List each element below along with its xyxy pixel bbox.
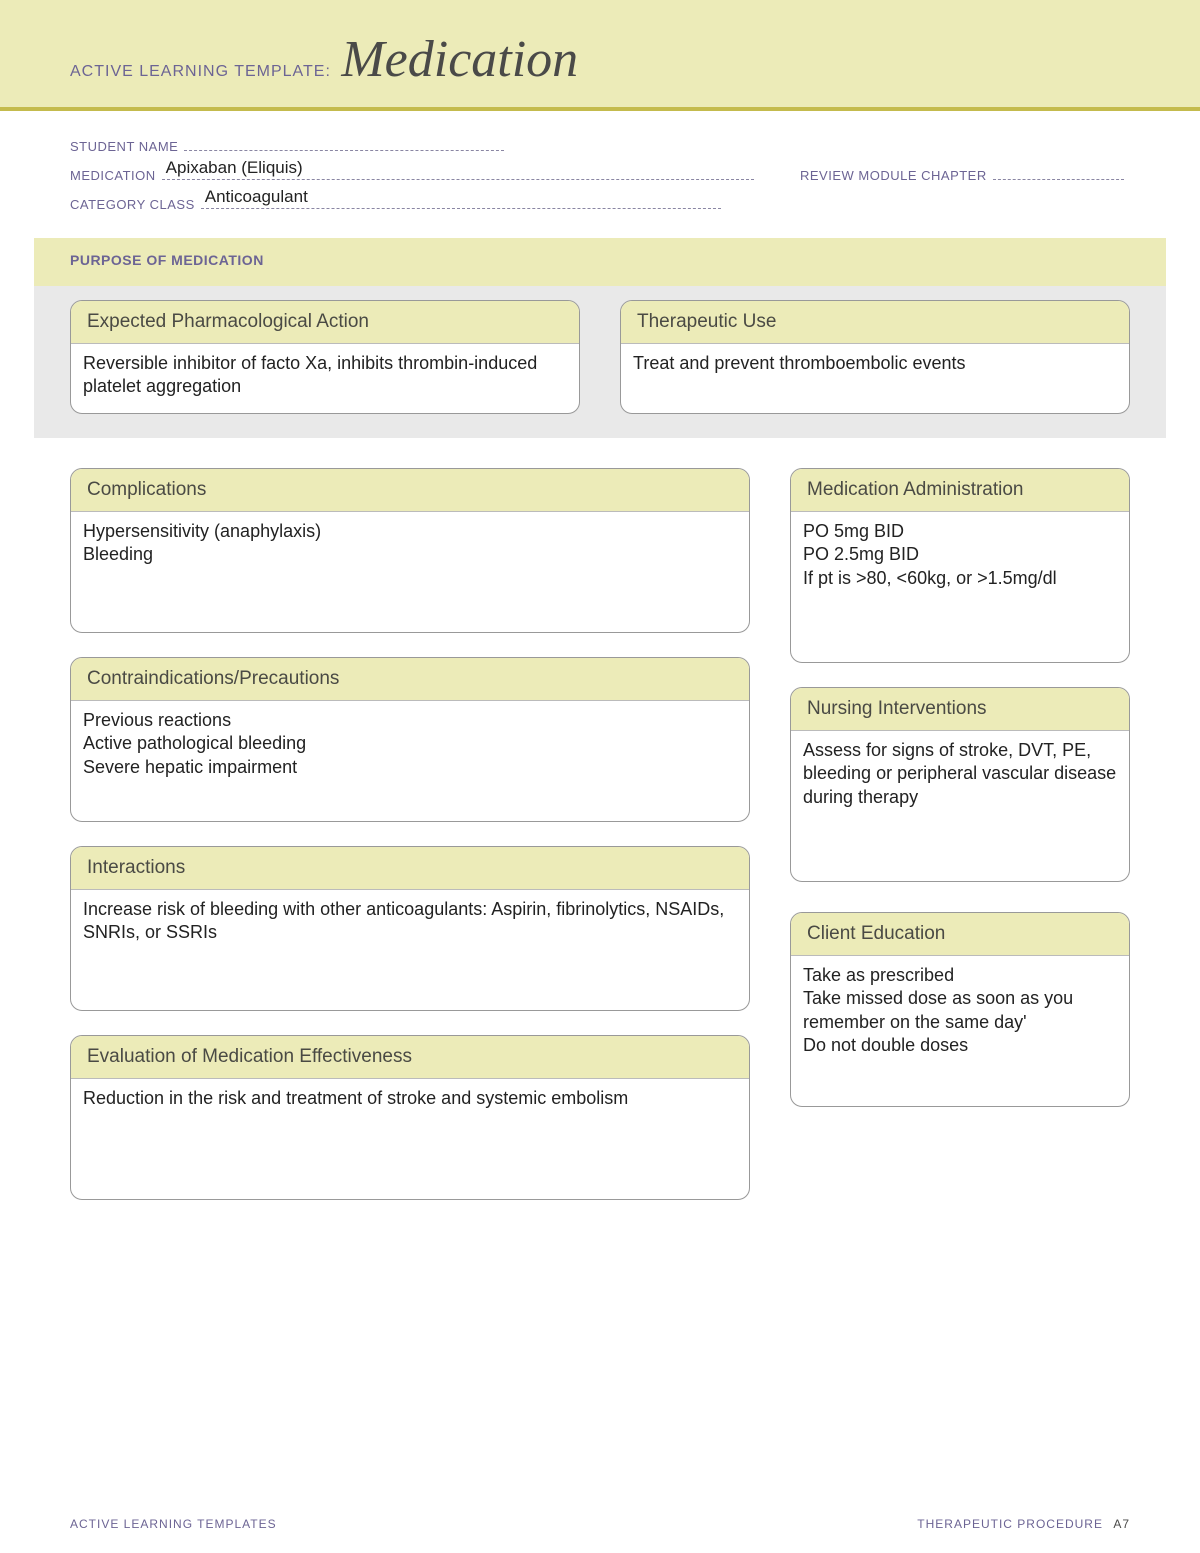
header-band: ACTIVE LEARNING TEMPLATE: Medication [0,0,1200,111]
card-pharm-action: Expected Pharmacological Action Reversib… [70,300,580,414]
medication-line[interactable]: Apixaban (Eliquis) [162,162,754,180]
card-evaluation-body: Reduction in the risk and treatment of s… [71,1079,749,1199]
footer: ACTIVE LEARNING TEMPLATES THERAPEUTIC PR… [70,1517,1130,1531]
card-complications: Complications Hypersensitivity (anaphyla… [70,468,750,633]
column-left: Complications Hypersensitivity (anaphyla… [70,468,750,1224]
main-grid: Complications Hypersensitivity (anaphyla… [0,438,1200,1224]
card-nursing-title: Nursing Interventions [791,688,1129,731]
card-contraindications: Contraindications/Precautions Previous r… [70,657,750,822]
review-label: REVIEW MODULE CHAPTER [800,168,987,183]
meta-block: STUDENT NAME MEDICATION Apixaban (Eliqui… [0,111,1200,238]
header-kicker: ACTIVE LEARNING TEMPLATE: [70,63,331,81]
footer-page: A7 [1113,1517,1130,1531]
card-administration-body: PO 5mg BIDPO 2.5mg BIDIf pt is >80, <60k… [791,512,1129,662]
card-administration: Medication Administration PO 5mg BIDPO 2… [790,468,1130,663]
card-contraindications-title: Contraindications/Precautions [71,658,749,701]
category-value: Anticoagulant [205,187,308,207]
card-therapeutic-use-body: Treat and prevent thromboembolic events [621,344,1129,404]
card-education: Client Education Take as prescribedTake … [790,912,1130,1107]
category-label: CATEGORY CLASS [70,197,195,212]
medication-label: MEDICATION [70,168,156,183]
card-interactions-body: Increase risk of bleeding with other ant… [71,890,749,1010]
student-name-line[interactable] [184,133,504,151]
header-title: Medication [341,30,578,89]
card-interactions-title: Interactions [71,847,749,890]
card-education-body: Take as prescribedTake missed dose as so… [791,956,1129,1106]
meta-row-category: CATEGORY CLASS Anticoagulant [70,191,1130,212]
purpose-label: PURPOSE OF MEDICATION [70,252,1130,268]
card-complications-body: Hypersensitivity (anaphylaxis)Bleeding [71,512,749,632]
card-evaluation: Evaluation of Medication Effectiveness R… [70,1035,750,1200]
review-line[interactable] [993,162,1124,180]
card-pharm-action-body: Reversible inhibitor of facto Xa, inhibi… [71,344,579,413]
meta-row-student: STUDENT NAME [70,133,1130,154]
footer-right: THERAPEUTIC PROCEDURE A7 [917,1517,1130,1531]
meta-row-medication: MEDICATION Apixaban (Eliquis) REVIEW MOD… [70,162,1130,183]
card-nursing-body: Assess for signs of stroke, DVT, PE, ble… [791,731,1129,881]
medication-value: Apixaban (Eliquis) [166,158,303,178]
connector-line [956,882,964,912]
card-therapeutic-use: Therapeutic Use Treat and prevent thromb… [620,300,1130,414]
footer-right-text: THERAPEUTIC PROCEDURE [917,1517,1103,1531]
student-name-label: STUDENT NAME [70,139,178,154]
purpose-section: PURPOSE OF MEDICATION Expected Pharmacol… [34,238,1166,438]
category-line[interactable]: Anticoagulant [201,191,721,209]
card-pharm-action-title: Expected Pharmacological Action [71,301,579,344]
footer-left: ACTIVE LEARNING TEMPLATES [70,1517,277,1531]
card-evaluation-title: Evaluation of Medication Effectiveness [71,1036,749,1079]
card-complications-title: Complications [71,469,749,512]
card-interactions: Interactions Increase risk of bleeding w… [70,846,750,1011]
card-administration-title: Medication Administration [791,469,1129,512]
card-therapeutic-use-title: Therapeutic Use [621,301,1129,344]
card-nursing: Nursing Interventions Assess for signs o… [790,687,1130,882]
page: ACTIVE LEARNING TEMPLATE: Medication STU… [0,0,1200,1553]
column-right: Medication Administration PO 5mg BIDPO 2… [790,468,1130,1224]
card-education-title: Client Education [791,913,1129,956]
card-contraindications-body: Previous reactionsActive pathological bl… [71,701,749,821]
